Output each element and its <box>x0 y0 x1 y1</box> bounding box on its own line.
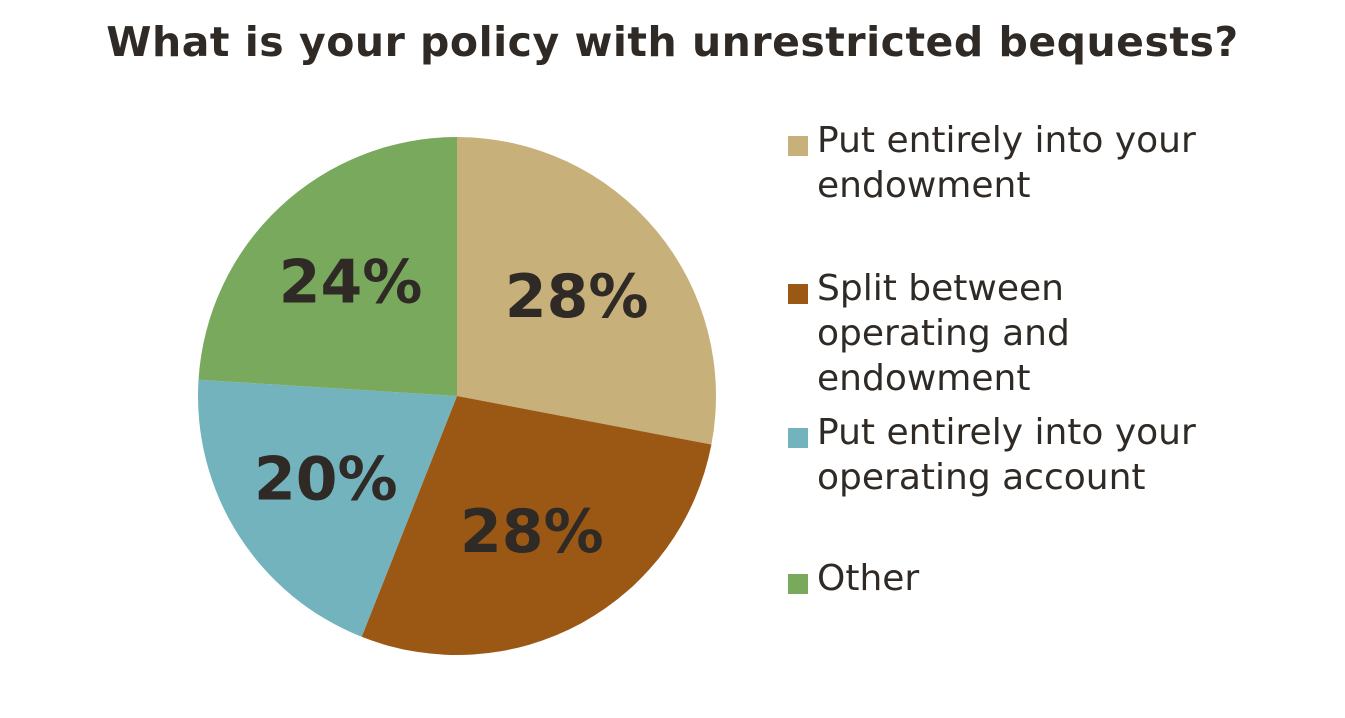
slice-data-label: 28% <box>505 262 649 332</box>
legend-swatch <box>788 428 808 448</box>
legend-label: Put entirely into your operating account <box>817 412 1196 498</box>
pie-slice <box>198 379 457 637</box>
chart-title: What is your policy with unrestricted be… <box>106 18 1239 66</box>
pie-slice <box>457 137 716 445</box>
slice-data-label: 28% <box>460 497 604 567</box>
slice-data-label: 20% <box>254 444 398 514</box>
legend-swatch <box>788 574 808 594</box>
legend-swatch <box>788 284 808 304</box>
legend-label: Split between operating and endowment <box>817 268 1070 399</box>
legend-swatch <box>788 136 808 156</box>
legend-label: Put entirely into your endowment <box>817 120 1196 206</box>
pie-slice <box>361 396 712 655</box>
pie-slice <box>198 137 457 396</box>
slice-data-label: 24% <box>279 248 423 318</box>
legend-label: Other <box>817 558 920 599</box>
